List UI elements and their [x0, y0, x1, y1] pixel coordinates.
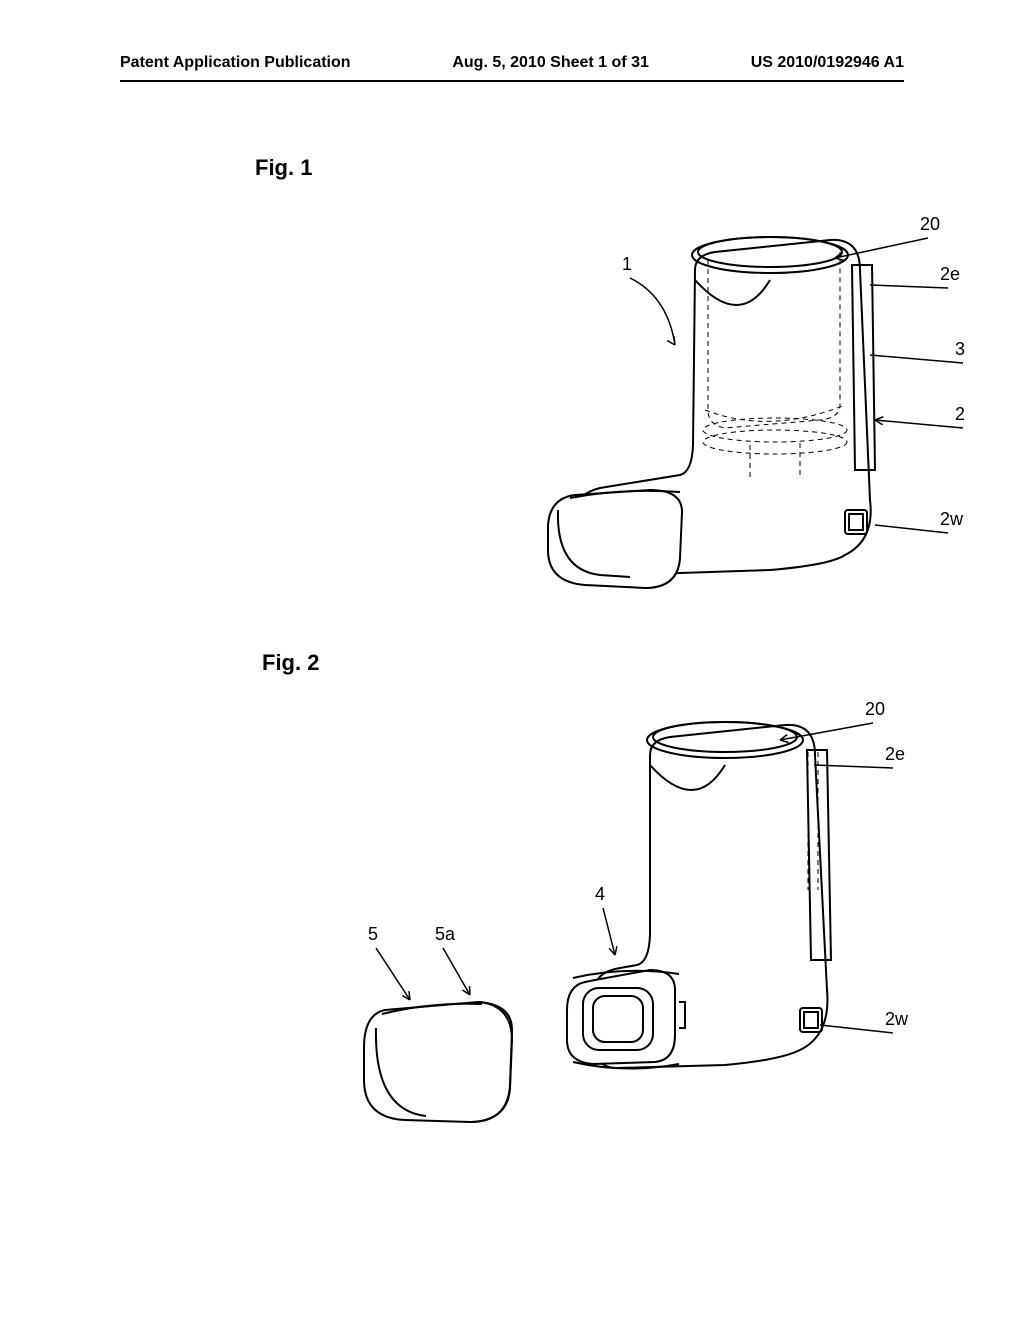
figure-1: 1202e322w	[300, 210, 840, 640]
header-left: Patent Application Publication	[120, 54, 351, 72]
callout-5a: 5a	[435, 924, 456, 944]
figure-2: 202e455a2w	[230, 690, 870, 1170]
callout-2e: 2e	[885, 744, 905, 764]
figure-1-diagram: 1202e322w	[300, 210, 840, 640]
figure-2-diagram: 202e455a2w	[230, 690, 870, 1170]
callout-2w: 2w	[885, 1009, 909, 1029]
header-center: Aug. 5, 2010 Sheet 1 of 31	[452, 54, 649, 72]
callout-1: 1	[622, 254, 632, 274]
page-header: Patent Application Publication Aug. 5, 2…	[0, 54, 1024, 72]
callout-3: 3	[955, 339, 965, 359]
callout-4: 4	[595, 884, 605, 904]
callout-20: 20	[920, 214, 940, 234]
callout-2w: 2w	[940, 509, 964, 529]
figure-2-label: Fig. 2	[262, 650, 319, 676]
header-rule	[120, 80, 904, 82]
callout-5: 5	[368, 924, 378, 944]
callout-2: 2	[955, 404, 965, 424]
header-right: US 2010/0192946 A1	[751, 54, 904, 72]
figure-1-label: Fig. 1	[255, 155, 312, 181]
callout-2e: 2e	[940, 264, 960, 284]
callout-20: 20	[865, 699, 885, 719]
